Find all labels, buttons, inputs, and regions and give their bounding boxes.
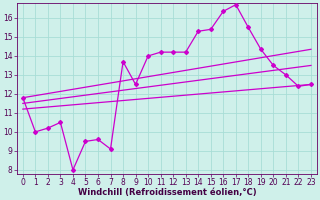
X-axis label: Windchill (Refroidissement éolien,°C): Windchill (Refroidissement éolien,°C) bbox=[77, 188, 256, 197]
